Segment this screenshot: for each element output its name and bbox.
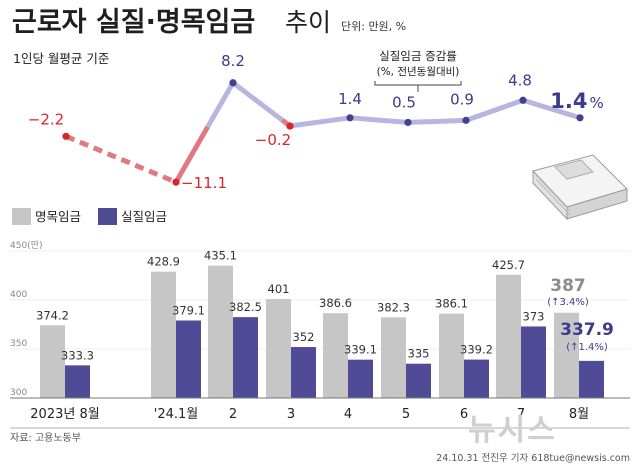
rate-label: 1.4 <box>338 90 362 108</box>
rate-label: 0.5 <box>392 93 416 111</box>
rate-label: 4.8 <box>508 71 532 89</box>
rate-line-layer: −2.2 −11.1 8.2 −0.2 1.4 0.5 0.9 4.8 1.4% <box>28 52 604 192</box>
rate-point <box>462 116 470 124</box>
legend-nominal-label: 명목임금 <box>35 209 81 224</box>
bar-nominal-label: 374.2 <box>36 308 69 322</box>
bar-real-label: 379.1 <box>172 303 205 317</box>
bar-real-label: 337.9 <box>560 320 614 340</box>
source-label: 자료: 고용노동부 <box>10 432 81 444</box>
rate-label: 1.4% <box>550 89 603 113</box>
unit-label: 단위: 만원, % <box>341 20 406 33</box>
bar-real <box>464 359 489 398</box>
bar-nominal <box>40 325 65 398</box>
rate-point <box>229 79 237 87</box>
bar-real <box>65 365 90 398</box>
bar-nominal <box>323 313 348 398</box>
rate-point <box>576 114 584 122</box>
annotation-bracket <box>374 81 462 92</box>
bar-real-label: 382.5 <box>229 300 262 314</box>
bar-real <box>176 320 201 398</box>
rate-segment-drop <box>231 80 292 129</box>
rate-point <box>62 132 70 140</box>
bar-nominal-label: 435.1 <box>204 249 237 263</box>
rate-annotation-title: 실질임금 증감률 <box>379 49 457 63</box>
x-category-label: 7 <box>517 407 525 422</box>
bar-nominal-label: 387 <box>550 276 586 296</box>
bar-nominal <box>266 299 291 398</box>
rate-label: −2.2 <box>28 110 64 128</box>
bar-real-label: 373 <box>523 309 545 323</box>
bar-nominal-label: 382.3 <box>377 300 410 314</box>
x-category-label: 5 <box>402 407 410 422</box>
bar-nominal-label: 401 <box>268 282 290 296</box>
chart-title: 근로자 실질·명목임금 <box>12 7 255 38</box>
rate-label: 8.2 <box>221 52 245 70</box>
y-tick-label: 450(만) <box>10 240 42 251</box>
legend-real-label: 실질임금 <box>121 209 167 224</box>
rate-label: 0.9 <box>450 90 474 108</box>
bar-nominal <box>208 265 233 398</box>
rate-label-unit: % <box>589 94 603 112</box>
x-category-label: 6 <box>460 407 468 422</box>
bar-real <box>406 363 431 398</box>
rate-point <box>519 96 527 104</box>
chart-subtitle: 1인당 월평균 기준 <box>13 51 109 66</box>
rate-annotation-subtitle: (%, 전년동월대비) <box>377 66 460 78</box>
y-tick-label: 300 <box>10 388 27 398</box>
rate-segment-rebound <box>173 81 236 184</box>
chart-title-tail: 추이 <box>285 8 331 37</box>
rate-point <box>346 114 354 122</box>
bar-real-label: 335 <box>408 347 430 361</box>
x-category-label: 2 <box>229 407 237 422</box>
nominal-change-label: (↑3.4%) <box>547 297 589 308</box>
bar-real-label: 352 <box>293 330 315 344</box>
x-category-label: 4 <box>344 407 352 422</box>
rate-point <box>172 178 180 186</box>
rate-segment-dashed <box>65 134 177 185</box>
x-category-label: 2023년 8월 <box>30 407 99 422</box>
credit-label: 24.10.31 전진우 기자 618tue@newsis.com <box>436 453 630 464</box>
money-stack-icon <box>532 154 628 221</box>
bar-real-label: 339.2 <box>460 343 493 357</box>
bar-real <box>521 326 546 398</box>
x-category-label: '24.1월 <box>154 407 198 422</box>
bar-real <box>579 360 604 398</box>
bar-nominal <box>439 313 464 398</box>
legend-real-swatch <box>98 208 117 225</box>
x-category-label: 8월 <box>569 407 589 422</box>
rate-point <box>404 118 412 127</box>
bar-nominal-label: 428.9 <box>147 255 180 269</box>
bar-nominal <box>151 271 176 398</box>
bar-nominal-label: 386.6 <box>319 296 352 310</box>
rate-line-solid <box>289 97 581 129</box>
bar-nominal-label: 425.7 <box>492 258 525 272</box>
rate-label: −0.2 <box>255 131 291 149</box>
legend-nominal-swatch <box>12 208 31 225</box>
y-tick-label: 400 <box>10 290 27 300</box>
bar-nominal <box>496 274 521 398</box>
newsis-watermark: 뉴시스 <box>468 413 557 448</box>
x-category-label: 3 <box>287 407 295 422</box>
bar-nominal-label: 386.1 <box>435 297 468 311</box>
rate-label: −11.1 <box>181 174 227 192</box>
bar-real-label: 339.1 <box>344 343 377 357</box>
bar-nominal <box>554 312 579 398</box>
bar-real <box>291 347 316 398</box>
bar-nominal <box>381 317 406 398</box>
bar-real-label: 333.3 <box>61 348 94 362</box>
bar-real <box>233 317 258 398</box>
rate-point <box>286 122 294 130</box>
real-change-label: (↑1.4%) <box>566 342 608 353</box>
bar-real <box>348 359 373 398</box>
y-tick-label: 350 <box>10 339 27 349</box>
